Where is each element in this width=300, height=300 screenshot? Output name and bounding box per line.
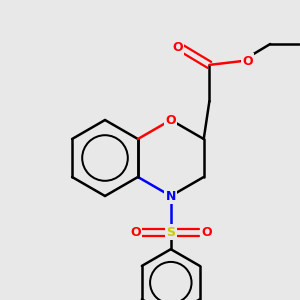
Text: O: O [166, 113, 176, 127]
Text: O: O [201, 226, 211, 238]
Text: O: O [242, 55, 253, 68]
Text: S: S [166, 226, 175, 238]
Text: O: O [172, 41, 183, 54]
Text: N: N [166, 190, 176, 202]
Text: O: O [130, 226, 141, 238]
